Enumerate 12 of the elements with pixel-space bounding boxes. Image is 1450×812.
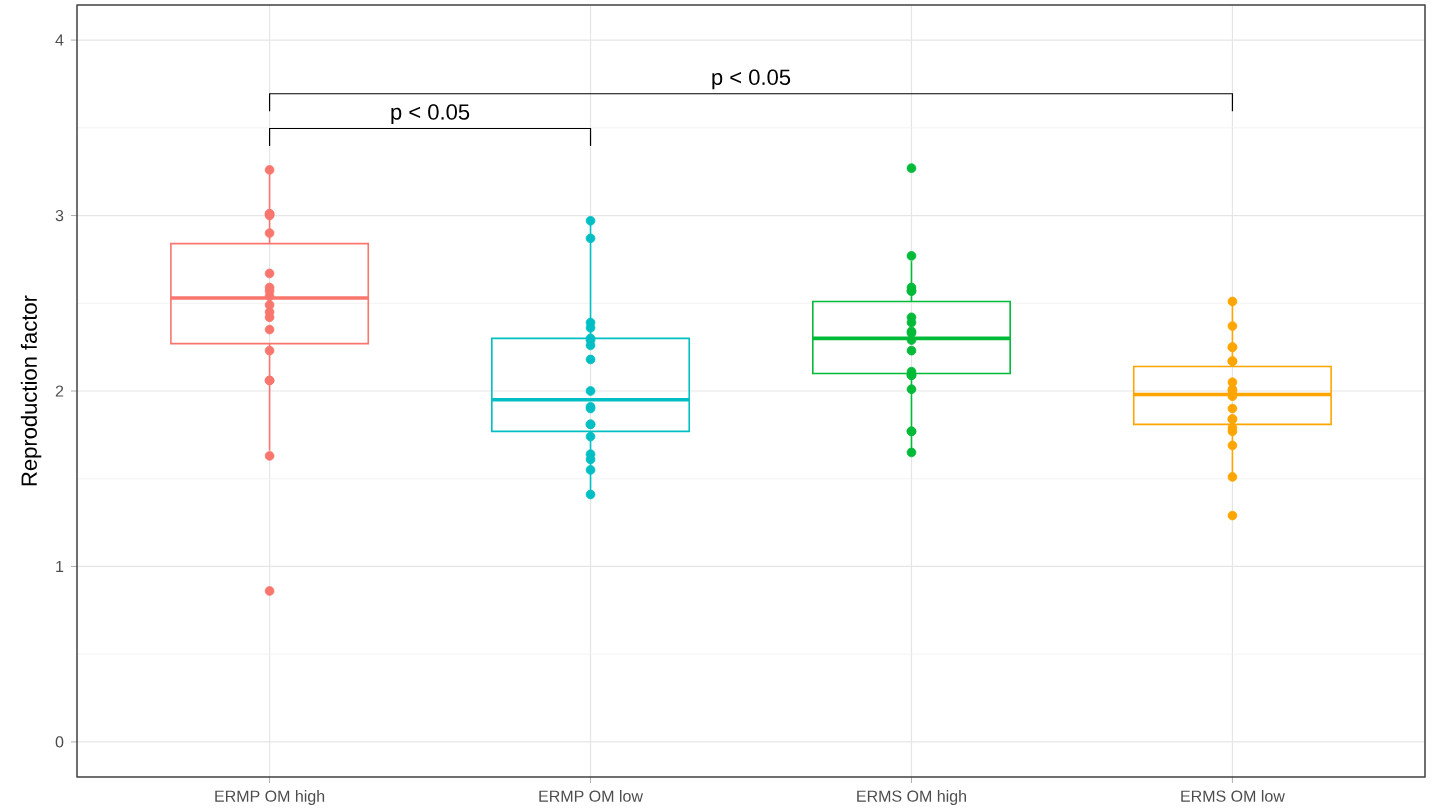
x-tick-label: ERMP OM high [215, 790, 325, 805]
x-tick-label: ERMP OM low [539, 790, 644, 802]
y-tick-label: 2 [55, 385, 64, 397]
y-tick-label: 1 [56, 560, 64, 572]
annotation: p < 0.05 [391, 104, 470, 125]
x-tick-label: ERMS OM high [857, 790, 967, 805]
annotation: p < 0.05 [712, 69, 791, 90]
y-tick-label: 0 [55, 736, 64, 748]
x-tick-label: ERMS OM low [1181, 790, 1285, 802]
y-tick-label: 4 [55, 34, 64, 46]
y-tick-label: 3 [55, 209, 64, 222]
y-axis-title: Reproduction factor [20, 295, 42, 486]
